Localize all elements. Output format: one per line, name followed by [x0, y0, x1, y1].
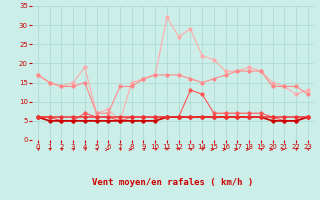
Text: Vent moyen/en rafales ( km/h ): Vent moyen/en rafales ( km/h ) [92, 178, 253, 187]
